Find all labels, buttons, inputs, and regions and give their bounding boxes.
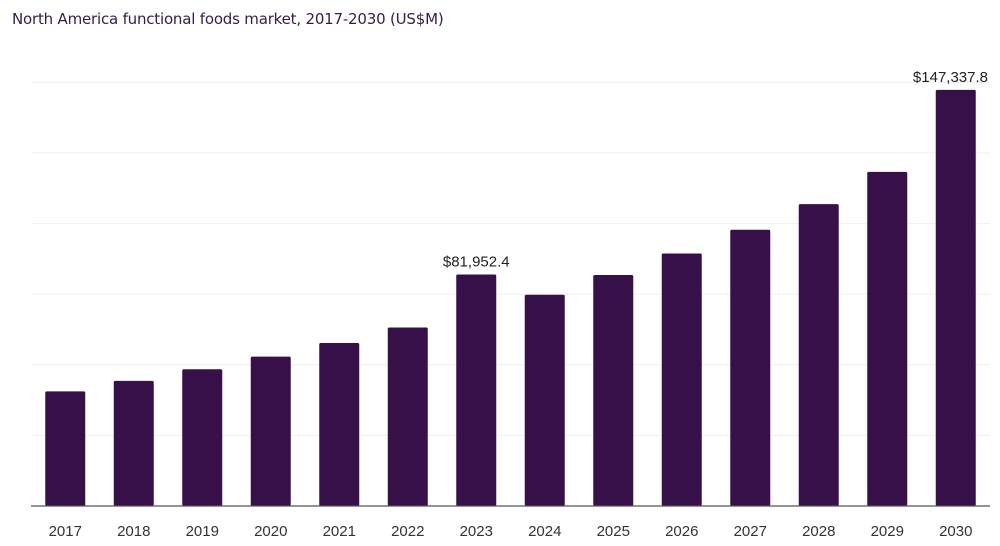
bar-2027: [730, 229, 771, 506]
bar-2029: [867, 171, 908, 506]
bar-2026: [661, 253, 702, 506]
bar-2022: [387, 327, 428, 506]
x-tick-label: 2018: [117, 523, 150, 540]
bar-2025: [593, 274, 634, 506]
bar-2023: [456, 274, 497, 506]
bars: [45, 89, 976, 507]
x-tick-label: 2029: [871, 523, 904, 540]
x-tick-label: 2020: [254, 523, 287, 540]
x-tick-label: 2021: [323, 523, 356, 540]
gridlines: [31, 81, 990, 436]
x-tick-label: 2019: [186, 523, 219, 540]
x-tick-label: 2025: [597, 523, 630, 540]
data-labels: $81,952.4 $147,337.8: [443, 69, 988, 271]
data-label: $147,337.8: [913, 69, 988, 86]
bar-2020: [250, 356, 291, 506]
bar-2024: [524, 294, 565, 506]
x-tick-label: 2027: [734, 523, 767, 540]
chart-title: North America functional foods market, 2…: [12, 10, 444, 28]
bar-2019: [182, 369, 223, 506]
x-tick-label: 2024: [528, 523, 561, 540]
x-tick-labels: 2017 2018 2019 2020 2021 2022 2023 2024 2025 2026…: [49, 523, 973, 540]
bar-2030: [935, 89, 976, 507]
data-label: $81,952.4: [443, 254, 510, 271]
x-tick-label: 2022: [391, 523, 424, 540]
x-tick-label: 2028: [802, 523, 835, 540]
x-tick-label: 2017: [49, 523, 82, 540]
bar-2021: [319, 343, 360, 506]
bar-2028: [798, 204, 839, 506]
bar-2017: [45, 391, 86, 506]
x-tick-label: 2030: [939, 523, 972, 540]
x-tick-label: 2023: [460, 523, 493, 540]
x-tick-label: 2026: [665, 523, 698, 540]
bar-2018: [113, 380, 154, 506]
